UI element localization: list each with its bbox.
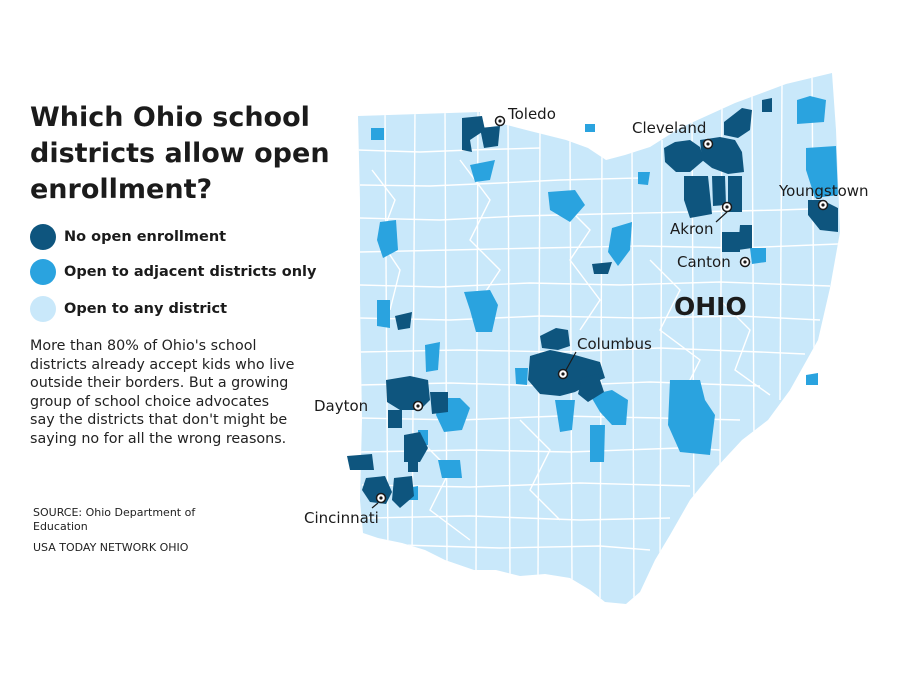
map-title: Which Ohio school districts allow open e…: [30, 102, 330, 205]
city-label-columbus: Columbus: [577, 335, 652, 353]
city-label-toledo: Toledo: [507, 105, 556, 123]
city-label-canton: Canton: [677, 253, 731, 271]
legend-swatch-dark: [30, 224, 56, 250]
adjacent-only-districts: [371, 96, 838, 500]
source-note: SOURCE: Ohio Department of Education: [33, 506, 196, 533]
no-open-enrollment-districts: [347, 98, 838, 508]
legend-label: Open to any district: [64, 301, 228, 317]
description-text: More than 80% of Ohio's school districts…: [30, 338, 295, 447]
legend-item-any-district: Open to any district: [30, 296, 227, 322]
city-label-cleveland: Cleveland: [632, 119, 706, 137]
city-marker-columbus: Columbus: [557, 335, 652, 380]
city-label-akron: Akron: [670, 220, 713, 238]
city-marker-dayton: Dayton: [314, 397, 424, 415]
city-marker-akron: Akron: [670, 201, 733, 238]
city-marker-cleveland: Cleveland: [632, 119, 714, 150]
city-marker-toledo: Toledo: [494, 105, 556, 127]
city-label-cincinnati: Cincinnati: [304, 509, 379, 527]
legend-item-no-open-enrollment: No open enrollment: [30, 224, 226, 250]
city-markers: Toledo Cleveland Youngstown Akron Canton: [304, 105, 869, 527]
city-label-dayton: Dayton: [314, 397, 368, 415]
city-marker-canton: Canton: [677, 253, 751, 271]
legend-swatch-medium: [30, 259, 56, 285]
legend-label: No open enrollment: [64, 229, 227, 245]
legend-item-adjacent-only: Open to adjacent districts only: [30, 259, 316, 285]
credit-line: USA TODAY NETWORK OHIO: [33, 541, 189, 554]
ohio-state-shape: [358, 73, 840, 604]
city-marker-youngstown: Youngstown: [778, 182, 869, 211]
legend-label: Open to adjacent districts only: [64, 264, 317, 280]
city-label-youngstown: Youngstown: [778, 182, 869, 200]
legend-swatch-light: [30, 296, 56, 322]
state-label: OHIO: [674, 292, 747, 321]
city-marker-cincinnati: Cincinnati: [304, 492, 387, 527]
